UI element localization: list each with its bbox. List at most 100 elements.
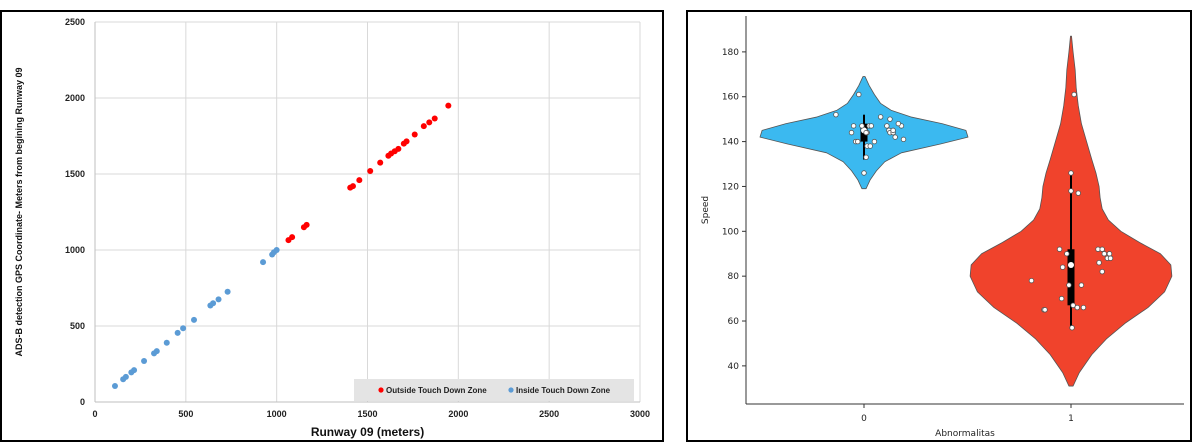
strip-point [1071,91,1077,98]
inside-touch-down-zone-point [122,373,129,380]
outside-touch-down-zone-point [431,115,438,122]
y-tick-label: 1500 [65,169,85,179]
inside-touch-down-zone-point [131,367,138,374]
y-axis-title: ADS-B detection GPS Coordinate- Meters f… [14,67,24,356]
strip-point [1068,188,1074,194]
x-tick-label: 2500 [539,409,559,419]
inside-touch-down-zone-point [260,259,267,266]
strip-point [1028,277,1035,284]
x-tick-label: 1 [1068,414,1074,424]
inside-touch-down-zone-point [153,348,160,355]
strip-point [1069,325,1075,331]
strip-point [1068,170,1074,176]
strip-point [895,120,902,127]
inside-touch-down-zone-point [163,339,170,346]
strip-point [877,114,884,120]
strip-point [1099,268,1105,275]
strip-point [1107,255,1114,261]
strip-point [1078,282,1085,288]
strip-point [887,116,893,122]
strip-point [1096,260,1102,266]
x-tick-label: 0 [92,409,97,419]
strip-point [1101,251,1107,257]
median-marker-1 [1068,261,1074,268]
outside-touch-down-zone-point [377,159,384,166]
inside-touch-down-zone-point [273,247,280,253]
scatter-chart: 0 500 1000 1500 2000 2500 3000 0 500 1000 1500 2000… [14,17,650,439]
violin-chart-panel: 40 60 80 100 120 140 160 180 0 1 Abnormalitas Speed [686,10,1192,442]
inside-touch-down-zone-point [191,316,198,323]
iqr-box-1 [1067,249,1075,306]
legend-marker [508,387,514,393]
strip-point [848,129,855,136]
legend-label: Inside Touch Down Zone [516,386,611,395]
outside-touch-down-zone-point [395,145,402,152]
inside-touch-down-zone-point [215,296,222,303]
strip-point [850,123,857,129]
inside-touch-down-zone-point [224,288,231,295]
strip-point [1106,251,1113,257]
y-tick-label: 2500 [65,17,85,27]
outside-touch-down-zone-point [411,131,418,138]
legend-marker [378,387,384,393]
inside-touch-down-zone-point [210,300,217,307]
y-tick-label: 120 [722,182,739,192]
y-tick-label: 2000 [65,93,85,103]
outside-touch-down-zone-point [420,123,427,130]
strip-point [1066,282,1072,288]
y-tick-label: 40 [728,362,740,372]
strip-point [855,138,861,145]
strip-point [868,123,874,129]
strip-point [1064,251,1070,257]
strip-point [1058,295,1065,302]
x-tick-label: 1500 [357,409,377,419]
x-tick-label: 0 [861,414,867,424]
outside-touch-down-zone-point [445,102,452,109]
violin-chart: 40 60 80 100 120 140 160 180 0 1 Abnormalitas Speed [701,16,1184,439]
y-tick-label: 80 [728,272,740,282]
y-tick-label: 0 [80,397,85,407]
strip-point [856,91,862,98]
x-axis-title: Abnormalitas [935,429,995,439]
outside-touch-down-zone-point [289,234,296,241]
legend-label: Outside Touch Down Zone [386,386,487,395]
y-tick-label: 160 [722,93,739,103]
inside-touch-down-zone-point [174,329,181,336]
strip-point [1042,307,1048,313]
strip-point [1056,246,1063,252]
strip-point [892,134,898,140]
strip-point [871,138,878,145]
strip-point [1080,304,1087,311]
outside-touch-down-zone-point [367,167,374,174]
outside-touch-down-zone-point [349,183,356,190]
y-tick-label: 500 [70,321,85,331]
strip-point [900,136,907,143]
outside-touch-down-zone-point [426,119,433,126]
y-tick-label: 1000 [65,245,85,255]
strip-point [1070,302,1076,309]
x-axis-title: Runway 09 (meters) [311,425,424,439]
inside-touch-down-zone-point [180,325,187,332]
scatter-chart-panel: 0 500 1000 1500 2000 2500 3000 0 500 1000 1500 2000… [0,10,664,442]
strip-point [863,154,869,160]
inside-touch-down-zone-point [141,357,148,364]
strip-point [890,127,896,134]
strip-point [1075,190,1081,196]
legend-box [354,379,634,401]
strip-point [867,143,873,149]
strip-point [1074,304,1080,311]
y-axis-title: Speed [701,196,711,224]
strip-point [833,111,839,118]
x-tick-label: 500 [178,409,193,419]
strip-point [861,170,867,176]
y-tick-label: 140 [722,138,739,148]
outside-touch-down-zone-point [303,221,310,228]
x-tick-label: 3000 [630,409,650,419]
x-tick-label: 1000 [267,409,287,419]
strip-point [863,129,869,136]
strip-point [884,123,890,129]
strip-point [1099,246,1105,252]
x-tick-label: 2000 [448,409,468,419]
inside-touch-down-zone-point [111,383,118,390]
outside-touch-down-zone-point [403,138,410,145]
